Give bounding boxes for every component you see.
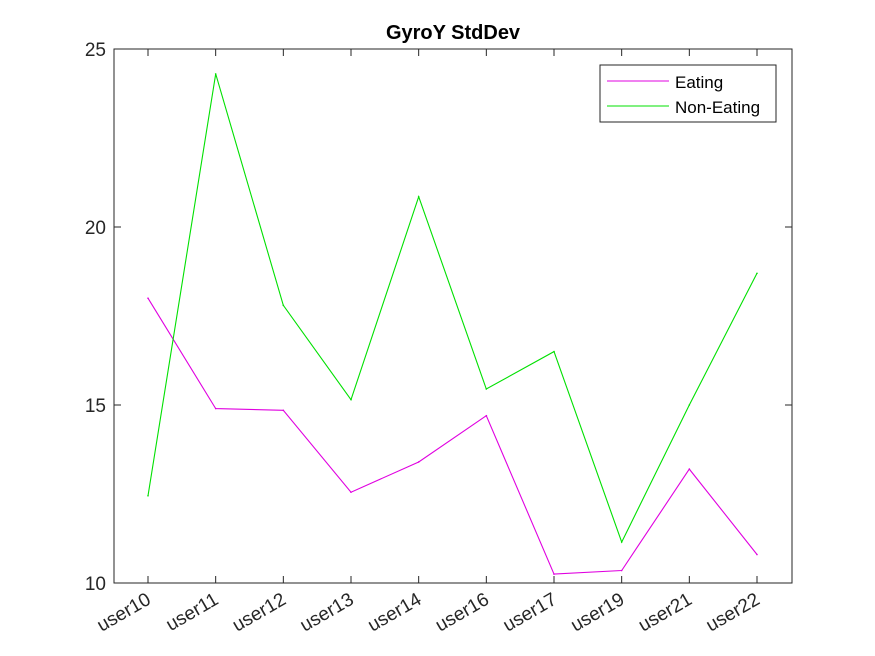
data-point bbox=[553, 573, 555, 575]
y-tick-label: 25 bbox=[85, 40, 106, 61]
data-point bbox=[282, 304, 285, 307]
data-point bbox=[417, 461, 420, 463]
chart-title: GyroY StdDev bbox=[386, 22, 521, 44]
data-point bbox=[282, 409, 285, 412]
data-point bbox=[147, 494, 149, 497]
y-tick-label: 10 bbox=[85, 574, 106, 595]
y-tick-label: 20 bbox=[85, 218, 106, 239]
data-point bbox=[147, 297, 149, 300]
series-line-non-eating bbox=[147, 73, 758, 544]
data-point bbox=[214, 73, 217, 75]
data-point bbox=[485, 414, 488, 417]
legend-label-eating: Eating bbox=[675, 73, 723, 92]
data-point bbox=[688, 404, 691, 406]
data-point bbox=[214, 407, 217, 410]
axes-box bbox=[113, 48, 793, 584]
y-tick-label: 15 bbox=[85, 396, 106, 417]
legend: Eating Non-Eating bbox=[599, 64, 777, 123]
series-line-eating bbox=[147, 297, 758, 575]
data-point bbox=[688, 468, 691, 470]
data-point bbox=[553, 350, 555, 353]
series-layer bbox=[147, 73, 758, 575]
y-axis: 10 15 20 25 bbox=[85, 40, 792, 595]
data-point bbox=[756, 553, 758, 556]
legend-label-non-eating: Non-Eating bbox=[675, 98, 760, 117]
data-point bbox=[620, 541, 623, 543]
data-point bbox=[417, 195, 420, 198]
data-point bbox=[350, 491, 352, 494]
data-point bbox=[756, 272, 758, 275]
plot-area bbox=[113, 48, 793, 584]
data-point bbox=[485, 388, 488, 390]
data-point bbox=[620, 569, 623, 572]
legend-box bbox=[599, 64, 777, 123]
data-point bbox=[350, 398, 352, 401]
